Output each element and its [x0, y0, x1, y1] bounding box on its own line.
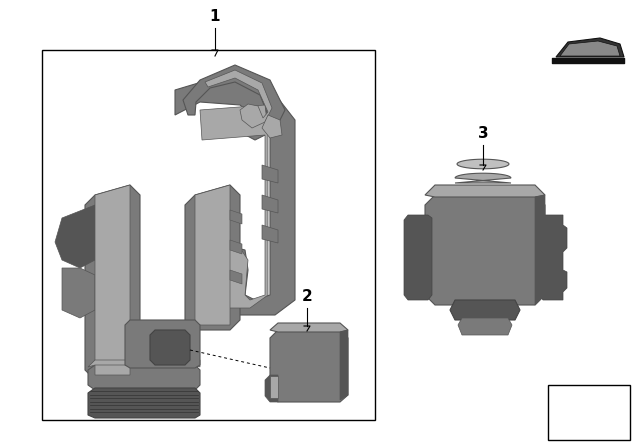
Polygon shape	[183, 65, 285, 140]
Polygon shape	[85, 185, 140, 380]
Polygon shape	[230, 240, 242, 254]
Polygon shape	[270, 323, 348, 332]
Polygon shape	[270, 376, 278, 398]
Polygon shape	[425, 185, 545, 197]
Polygon shape	[62, 268, 95, 318]
Polygon shape	[262, 165, 278, 183]
Polygon shape	[205, 70, 272, 128]
Polygon shape	[185, 185, 240, 330]
Polygon shape	[262, 225, 278, 243]
Polygon shape	[230, 270, 242, 284]
Polygon shape	[450, 300, 520, 320]
Text: 1: 1	[210, 9, 220, 24]
Polygon shape	[556, 38, 624, 57]
Polygon shape	[535, 195, 545, 305]
Polygon shape	[262, 195, 278, 213]
Text: 3: 3	[477, 126, 488, 141]
Polygon shape	[560, 41, 620, 56]
Bar	[42, 50, 375, 420]
Polygon shape	[340, 330, 348, 400]
Polygon shape	[262, 115, 282, 138]
Polygon shape	[195, 185, 230, 325]
Polygon shape	[55, 205, 95, 268]
Bar	[548, 385, 630, 440]
Polygon shape	[200, 105, 268, 308]
Polygon shape	[175, 75, 295, 315]
Polygon shape	[425, 195, 545, 305]
Polygon shape	[230, 210, 242, 224]
Polygon shape	[95, 185, 130, 375]
Polygon shape	[150, 330, 190, 365]
Polygon shape	[88, 388, 200, 418]
Text: 491913: 491913	[568, 430, 610, 440]
Polygon shape	[404, 215, 432, 300]
Polygon shape	[458, 318, 512, 335]
Polygon shape	[88, 360, 200, 367]
Polygon shape	[539, 215, 567, 300]
Polygon shape	[270, 330, 348, 402]
Polygon shape	[88, 365, 200, 390]
Polygon shape	[140, 200, 185, 365]
Text: 2: 2	[301, 289, 312, 304]
Polygon shape	[455, 173, 511, 183]
Polygon shape	[265, 375, 278, 402]
Polygon shape	[125, 320, 200, 368]
Polygon shape	[457, 159, 509, 169]
